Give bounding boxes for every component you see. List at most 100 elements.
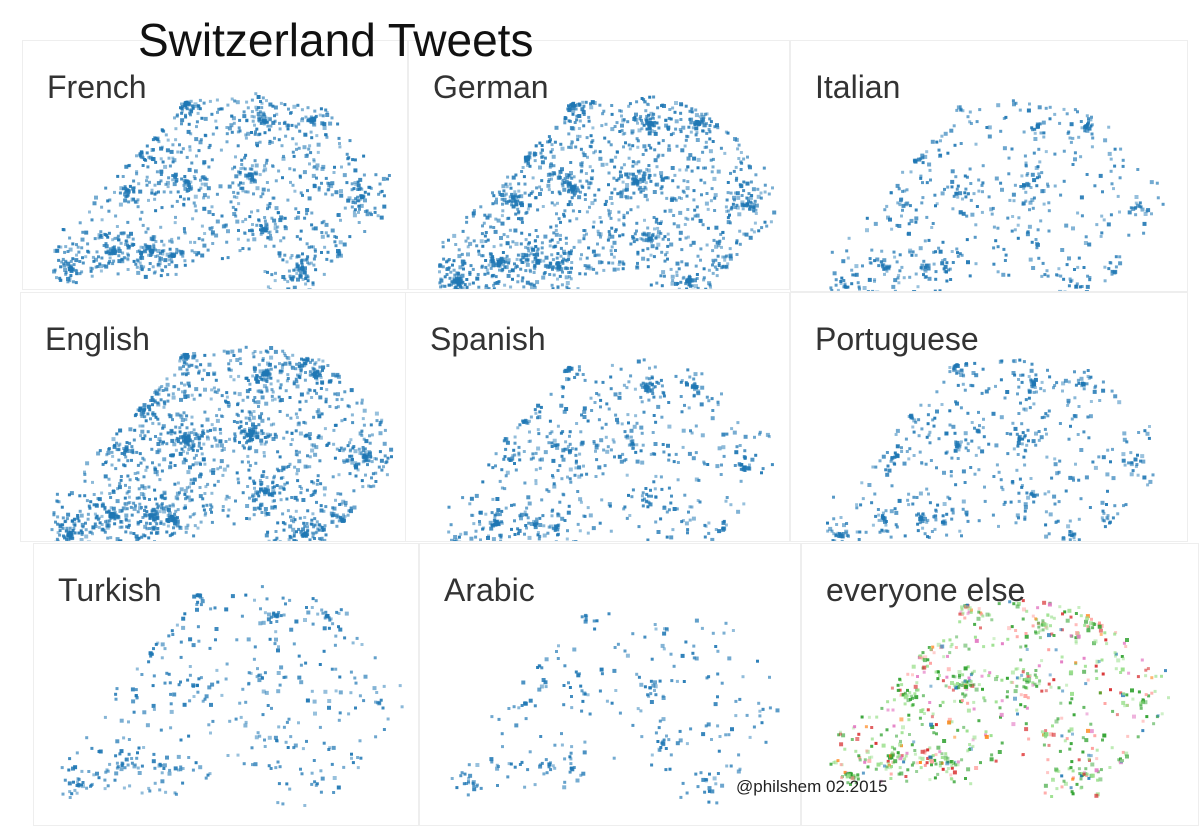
- tweet-point: [307, 288, 312, 289]
- tweet-point: [571, 209, 575, 213]
- tweet-point: [346, 444, 350, 448]
- tweet-point: [695, 131, 699, 135]
- tweet-point: [263, 167, 268, 172]
- tweet-point: [1047, 229, 1051, 233]
- tweet-point: [282, 352, 286, 356]
- tweet-point: [162, 249, 166, 253]
- tweet-point: [186, 188, 191, 192]
- tweet-point: [205, 503, 209, 507]
- tweet-point: [75, 253, 78, 257]
- tweet-point: [694, 284, 698, 289]
- tweet-point: [1022, 183, 1026, 188]
- tweet-point: [260, 395, 265, 400]
- tweet-point: [332, 442, 336, 446]
- tweet-point: [79, 538, 84, 541]
- tweet-point: [335, 398, 339, 402]
- tweet-point: [250, 164, 254, 168]
- tweet-point: [312, 415, 316, 419]
- tweet-point: [147, 268, 151, 271]
- tweet-point: [315, 410, 319, 413]
- tweet-point: [882, 258, 887, 263]
- tweet-point: [165, 530, 169, 534]
- tweet-point: [533, 265, 537, 268]
- tweet-point: [140, 506, 143, 509]
- tweet-point: [247, 439, 251, 443]
- tweet-point: [327, 184, 331, 188]
- tweet-point: [193, 177, 197, 181]
- tweet-point: [256, 490, 260, 494]
- tweet-point: [653, 120, 657, 124]
- tweet-point: [700, 117, 703, 121]
- tweet-point: [946, 151, 950, 155]
- tweet-point: [521, 276, 525, 280]
- tweet-point: [206, 436, 210, 441]
- tweet-point: [68, 247, 73, 252]
- tweet-point: [184, 530, 188, 534]
- tweet-point: [550, 148, 554, 152]
- tweet-point: [527, 249, 531, 253]
- tweet-point: [704, 201, 709, 206]
- tweet-point: [708, 130, 712, 134]
- tweet-point: [305, 534, 309, 538]
- tweet-point: [184, 435, 187, 439]
- tweet-point: [320, 234, 325, 239]
- tweet-point: [665, 251, 669, 254]
- tweet-point: [684, 262, 689, 267]
- tweet-point: [265, 476, 269, 479]
- tweet-point: [754, 208, 758, 212]
- tweet-point: [950, 250, 954, 253]
- tweet-point: [1113, 147, 1117, 151]
- tweet-point: [209, 508, 212, 511]
- tweet-point: [560, 182, 564, 186]
- tweet-point: [151, 265, 155, 269]
- tweet-point: [304, 277, 308, 280]
- tweet-point: [180, 109, 184, 113]
- tweet-point: [189, 482, 193, 486]
- tweet-point: [273, 226, 278, 231]
- tweet-point: [363, 230, 367, 233]
- tweet-point: [119, 478, 123, 482]
- tweet-point: [506, 258, 511, 263]
- tweet-point: [69, 264, 73, 268]
- tweet-point: [382, 465, 385, 469]
- tweet-point: [241, 491, 245, 495]
- tweet-point: [229, 123, 234, 128]
- tweet-point: [568, 275, 572, 279]
- tweet-point: [497, 280, 501, 284]
- tweet-point: [100, 205, 104, 209]
- tweet-point: [75, 269, 79, 273]
- tweet-point: [242, 446, 246, 450]
- tweet-point: [589, 176, 594, 180]
- tweet-point: [294, 207, 298, 211]
- tweet-point: [866, 290, 870, 291]
- tweet-point: [882, 267, 886, 271]
- tweet-point: [958, 210, 963, 215]
- tweet-point: [941, 240, 945, 244]
- tweet-point: [175, 199, 179, 203]
- tweet-point: [227, 367, 231, 371]
- tweet-point: [656, 226, 660, 230]
- tweet-point: [636, 250, 640, 254]
- tweet-point: [118, 508, 123, 513]
- tweet-point: [628, 102, 632, 106]
- tweet-point: [190, 422, 194, 426]
- tweet-point: [614, 155, 618, 159]
- tweet-point: [298, 450, 301, 454]
- tweet-point: [873, 279, 876, 283]
- tweet-point: [239, 167, 243, 170]
- tweet-point: [300, 261, 304, 265]
- tweet-point: [267, 205, 271, 209]
- tweet-point: [357, 447, 361, 451]
- tweet-point: [1036, 123, 1040, 127]
- tweet-point: [243, 431, 248, 436]
- tweet-point: [69, 259, 73, 263]
- tweet-point: [50, 528, 54, 532]
- tweet-point: [351, 199, 355, 203]
- tweet-point: [339, 218, 342, 222]
- tweet-point: [317, 358, 321, 362]
- tweet-point: [456, 275, 461, 279]
- tweet-point: [123, 198, 128, 203]
- tweet-point: [711, 271, 715, 275]
- tweet-point: [577, 239, 582, 244]
- tweet-point: [203, 116, 208, 121]
